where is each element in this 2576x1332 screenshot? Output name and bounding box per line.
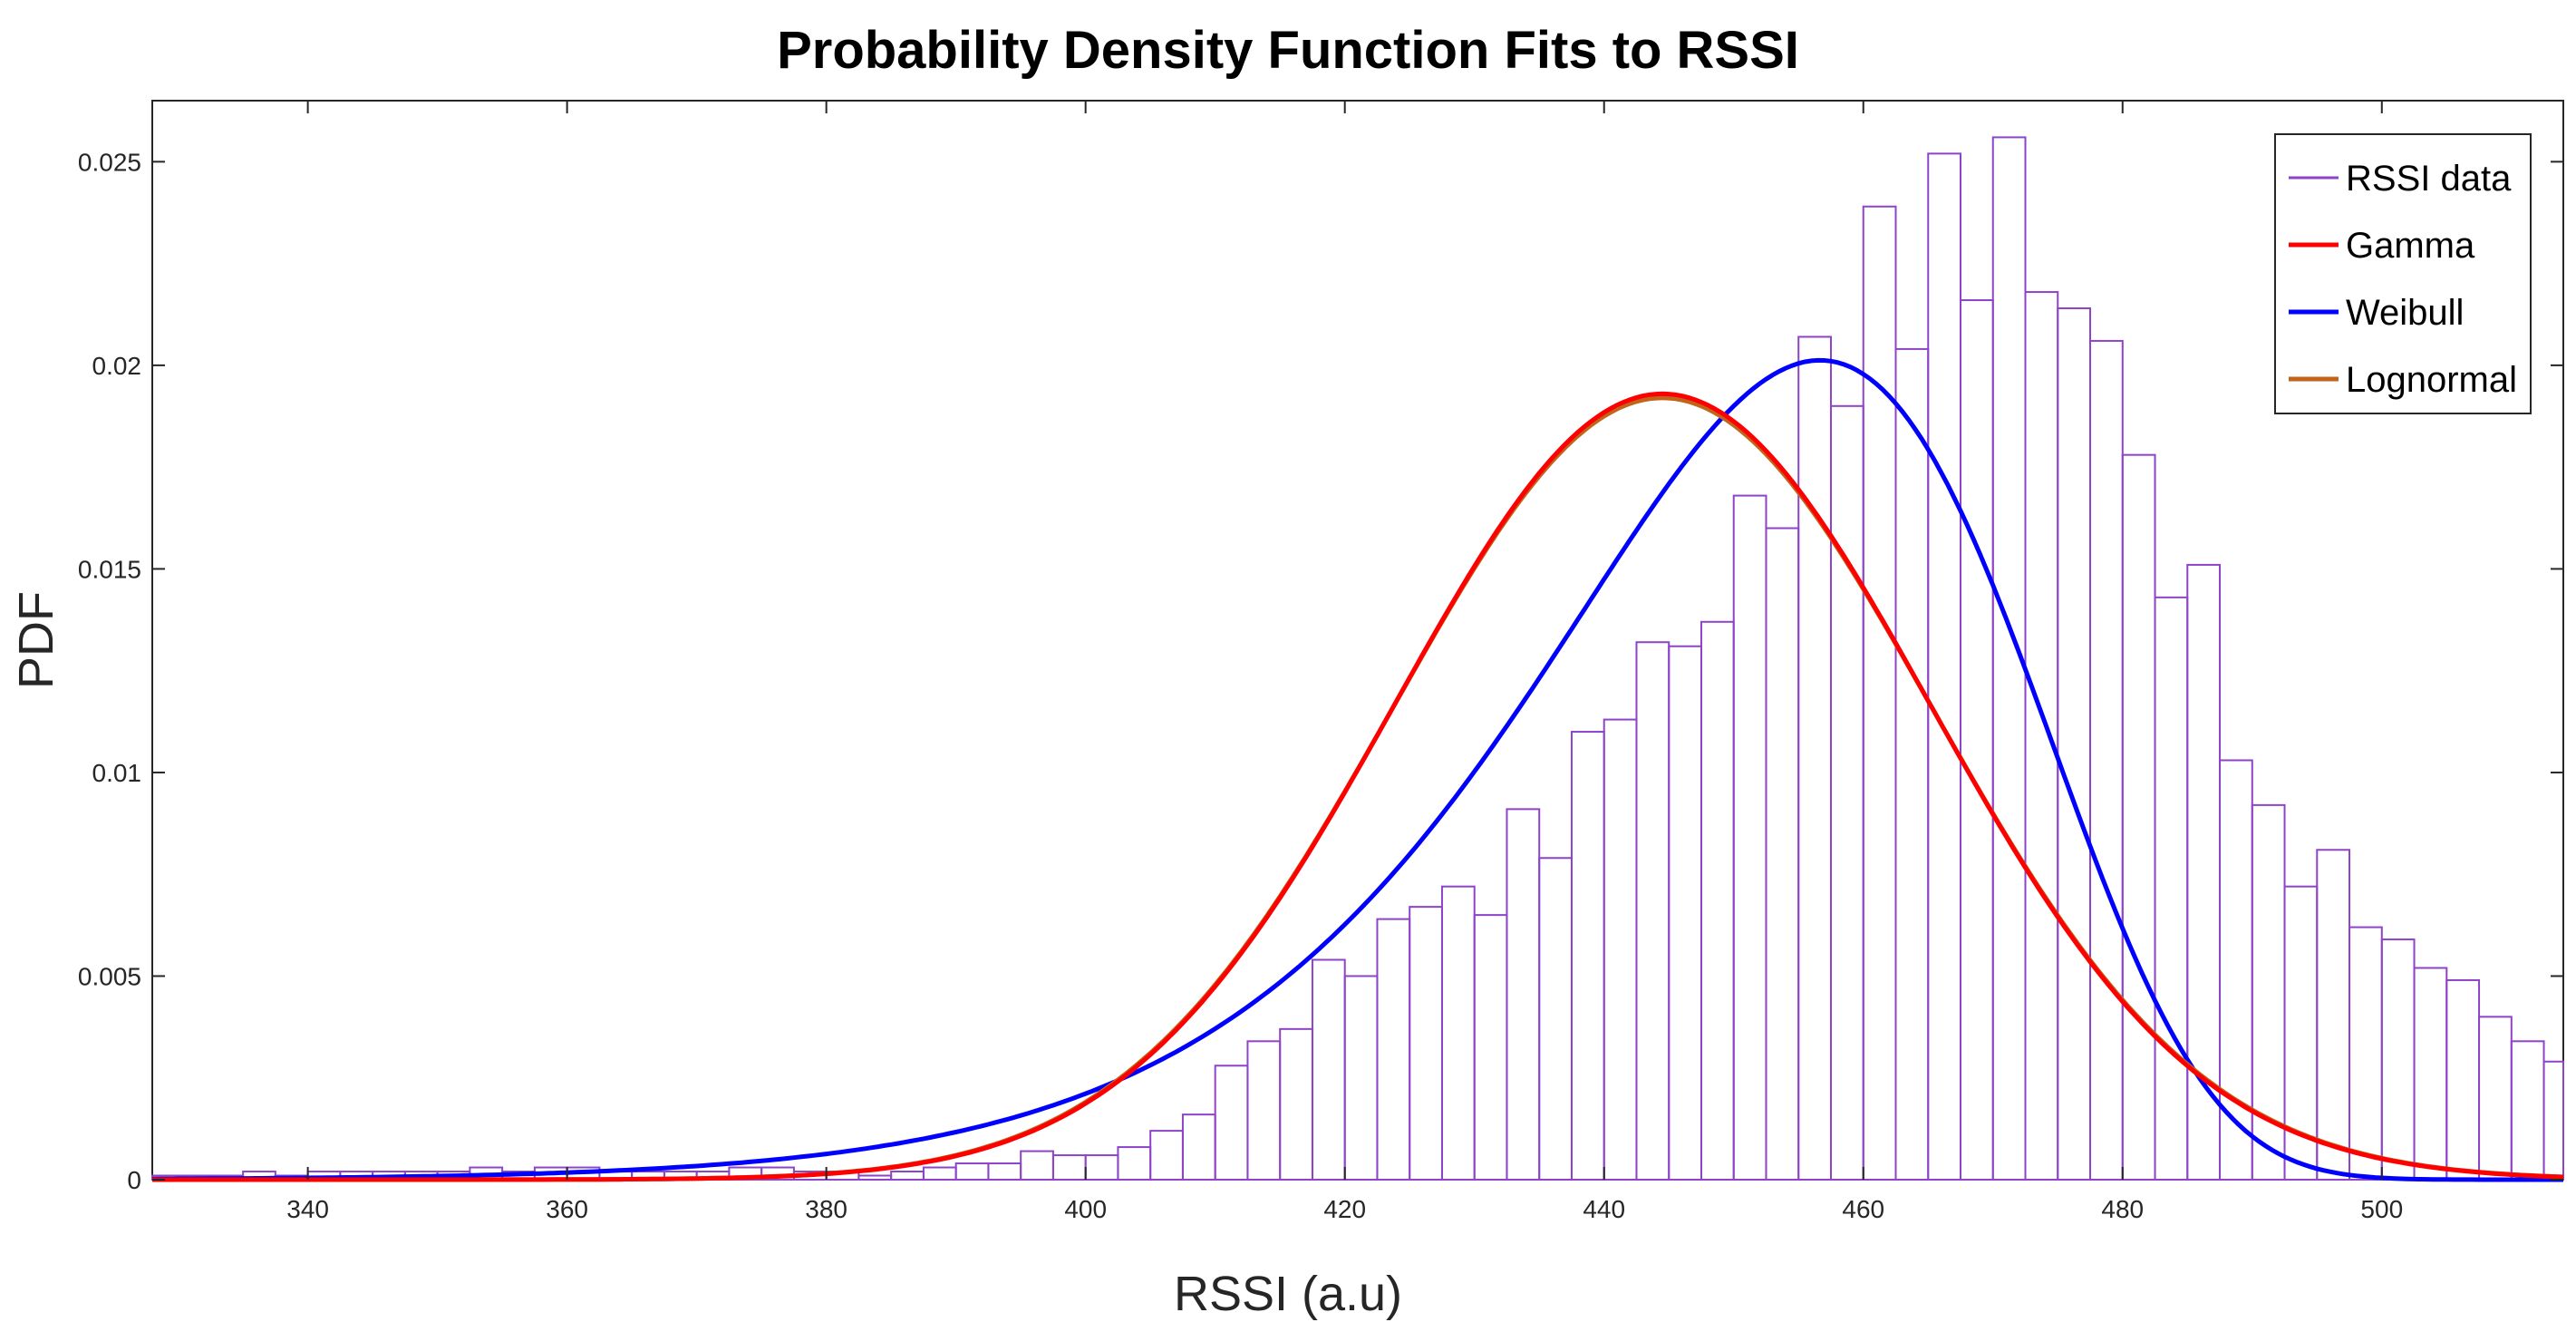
y-tick-label: 0.005 [78, 962, 141, 990]
x-tick-label: 360 [546, 1195, 588, 1223]
legend-label-lognormal: Lognormal [2346, 360, 2517, 400]
legend-box [2274, 133, 2532, 414]
chart-title: Probability Density Function Fits to RSS… [777, 21, 1799, 80]
y-axis-label: PDF [9, 591, 63, 689]
plot-area [151, 100, 2564, 1181]
legend-label-weibull: Weibull [2346, 293, 2464, 333]
x-axis-label: RSSI (a.u) [1174, 1267, 1402, 1321]
legend: RSSI data Gamma Weibull Lognormal [2274, 133, 2532, 414]
x-tick-label: 460 [1842, 1195, 1884, 1223]
x-tick-label: 440 [1583, 1195, 1625, 1223]
y-tick-label: 0.01 [92, 759, 142, 787]
y-tick-label: 0.02 [92, 352, 142, 380]
x-tick-label: 420 [1323, 1195, 1366, 1223]
x-tick-label: 340 [286, 1195, 329, 1223]
fit-curve-gamma [152, 391, 2564, 1182]
legend-label-gamma: Gamma [2346, 226, 2475, 266]
x-tick-label: 500 [2360, 1195, 2403, 1223]
histogram [151, 136, 2564, 1181]
axis-ticks: 340 360 380 400 420 440 460 480 500 0 0.005 0.01 0.0… [78, 101, 2563, 1223]
fit-curve-weibull [151, 357, 2563, 1182]
y-tick-label: 0.025 [78, 148, 141, 176]
legend-label-rssi-data: RSSI data [2346, 159, 2512, 199]
fit-curves [151, 357, 2564, 1182]
x-tick-label: 400 [1064, 1195, 1107, 1223]
x-tick-label: 380 [805, 1195, 847, 1223]
y-tick-label: 0.015 [78, 555, 141, 583]
x-tick-label: 480 [2101, 1195, 2144, 1223]
y-tick-label: 0 [127, 1166, 141, 1194]
